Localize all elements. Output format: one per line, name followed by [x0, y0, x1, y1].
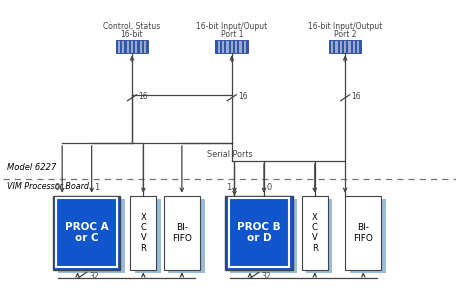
Bar — [142, 41, 144, 52]
Bar — [130, 196, 157, 270]
Bar — [144, 41, 146, 52]
Bar — [56, 198, 117, 267]
Bar — [231, 41, 233, 52]
Bar — [131, 41, 133, 52]
Text: Control, Status: Control, Status — [103, 22, 161, 31]
Bar — [331, 41, 333, 52]
Bar — [353, 41, 355, 52]
Bar — [116, 41, 118, 52]
Bar — [350, 199, 386, 273]
Text: 32: 32 — [261, 272, 271, 281]
Bar — [345, 196, 381, 270]
Text: BI-
FIFO: BI- FIFO — [353, 223, 373, 243]
Bar — [116, 41, 148, 52]
Text: Serial Ports: Serial Ports — [207, 150, 252, 159]
Bar — [329, 41, 331, 52]
Text: X
C
V
R: X C V R — [312, 212, 318, 253]
Bar — [58, 199, 125, 273]
Text: BI-
FIFO: BI- FIFO — [172, 223, 192, 243]
Text: Model 6227: Model 6227 — [7, 163, 57, 172]
Bar — [329, 41, 361, 52]
Text: X
C
V
R: X C V R — [140, 212, 146, 253]
Bar — [135, 199, 161, 273]
Bar — [129, 41, 131, 52]
Bar — [120, 41, 122, 52]
Text: 1: 1 — [226, 183, 232, 192]
Text: 16: 16 — [238, 92, 248, 101]
Bar — [241, 41, 244, 52]
Text: PROC A
or C: PROC A or C — [65, 222, 108, 243]
Bar — [246, 41, 248, 52]
Text: Port 1: Port 1 — [220, 30, 243, 39]
Bar — [127, 41, 129, 52]
Text: 16: 16 — [138, 92, 148, 101]
Bar — [164, 196, 200, 270]
Bar — [340, 41, 342, 52]
Bar — [224, 41, 226, 52]
Bar — [124, 41, 127, 52]
Bar — [336, 41, 337, 52]
Bar — [237, 41, 240, 52]
Bar — [333, 41, 336, 52]
Bar — [215, 41, 248, 52]
Bar — [235, 41, 237, 52]
Bar — [359, 41, 361, 52]
Bar — [355, 41, 357, 52]
Bar — [146, 41, 148, 52]
Text: PROC B
or D: PROC B or D — [237, 222, 281, 243]
Bar — [348, 41, 351, 52]
Text: 0: 0 — [54, 183, 59, 192]
Bar — [244, 41, 246, 52]
Text: 16-bit Input/Output: 16-bit Input/Output — [308, 22, 382, 31]
Bar — [222, 41, 224, 52]
Bar — [225, 196, 292, 270]
Text: 16: 16 — [352, 92, 361, 101]
Bar — [229, 198, 289, 267]
Text: VIM Processor Board: VIM Processor Board — [7, 182, 90, 191]
Bar — [357, 41, 359, 52]
Bar — [118, 41, 120, 52]
Bar — [306, 199, 332, 273]
Text: Port 2: Port 2 — [334, 30, 356, 39]
Text: 16-bit Input/Ouput: 16-bit Input/Ouput — [196, 22, 268, 31]
Bar — [135, 41, 137, 52]
Text: 16-bit: 16-bit — [121, 30, 143, 39]
Bar — [342, 41, 344, 52]
Bar — [302, 196, 328, 270]
Bar — [133, 41, 135, 52]
Bar — [337, 41, 340, 52]
Bar — [351, 41, 353, 52]
Text: 0: 0 — [267, 183, 272, 192]
Bar — [346, 41, 348, 52]
Bar — [122, 41, 124, 52]
Bar — [240, 41, 241, 52]
Bar — [140, 41, 142, 52]
Bar — [229, 41, 231, 52]
Bar — [226, 41, 229, 52]
Bar — [233, 41, 235, 52]
Bar — [220, 41, 222, 52]
Bar — [344, 41, 346, 52]
Bar — [230, 199, 297, 273]
Bar — [215, 41, 218, 52]
Bar — [218, 41, 220, 52]
Text: 32: 32 — [89, 272, 99, 281]
Bar — [53, 196, 120, 270]
Bar — [137, 41, 140, 52]
Text: 1: 1 — [95, 183, 100, 192]
Bar — [168, 199, 205, 273]
